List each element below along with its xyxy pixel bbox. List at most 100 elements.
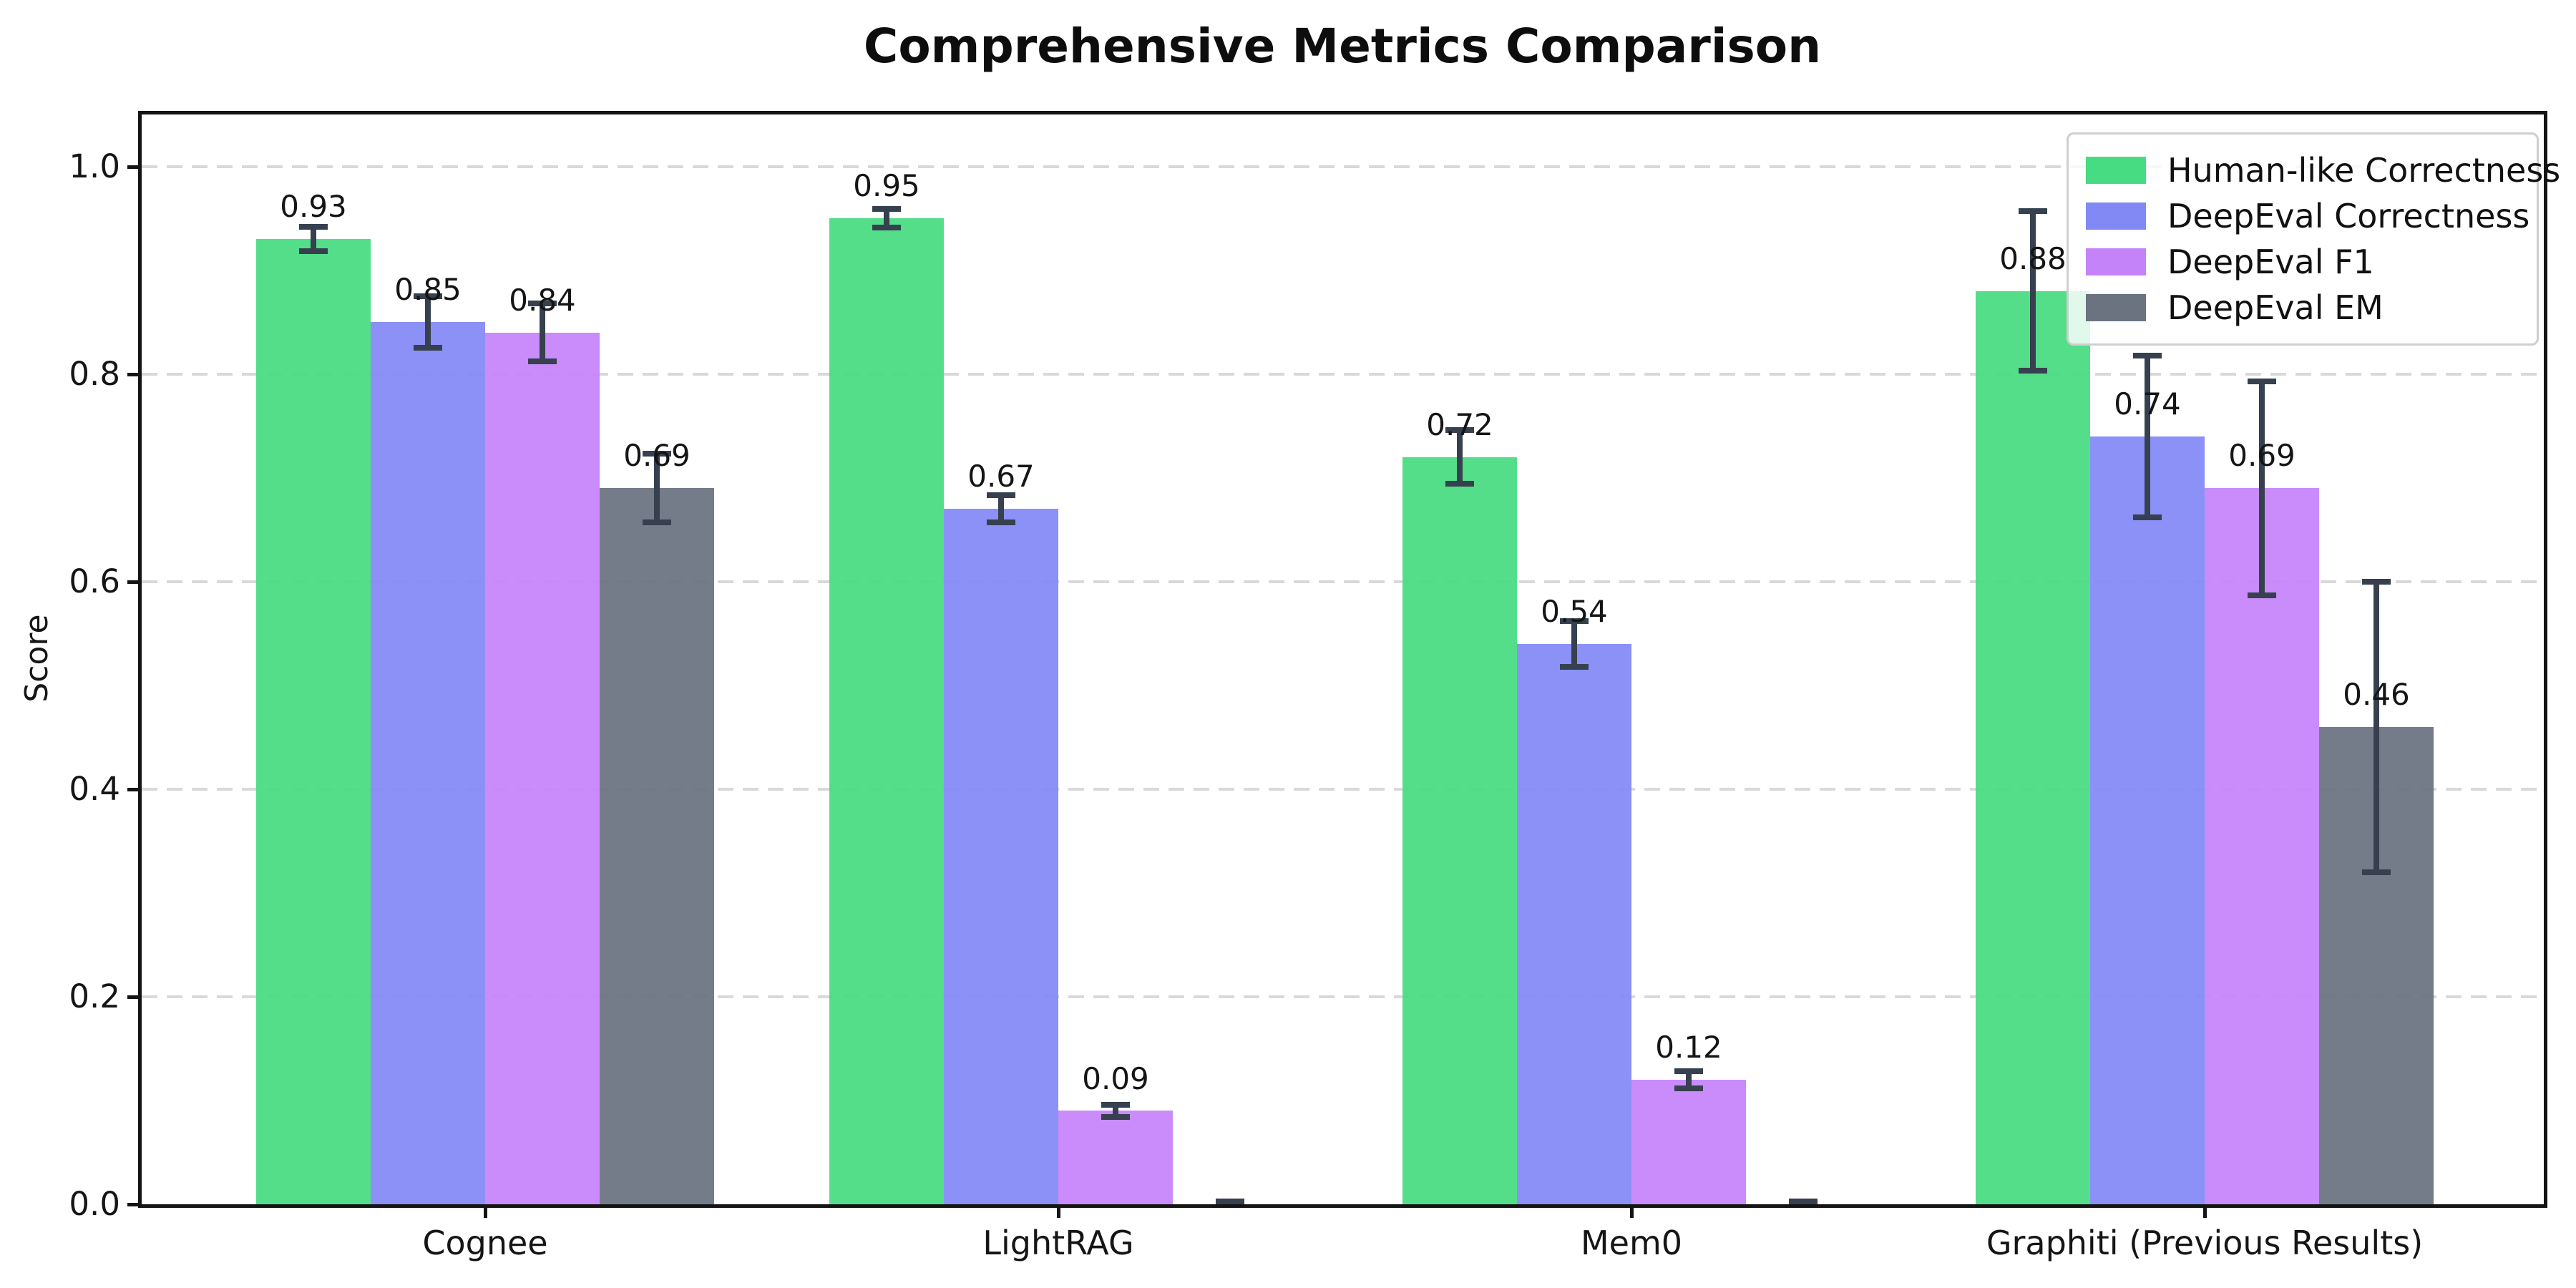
legend-label-deepeval-em: DeepEval EM (2167, 288, 2384, 327)
error-bar-human-like-correctness-cognee-cap-top (299, 223, 328, 230)
legend-swatch-deepeval-em (2086, 294, 2146, 321)
y-tick-1.0 (127, 165, 139, 169)
value-label-deepeval-em-graphiti-previous-results: 0.46 (2343, 676, 2410, 712)
bar-deepeval-f1-graphiti-previous-results (2205, 488, 2319, 1204)
error-bar-human-like-correctness-graphiti-previous-results-cap-top (2019, 208, 2047, 214)
y-tick-label-1.0: 1.0 (69, 147, 120, 185)
value-label-deepeval-em-cognee: 0.69 (623, 438, 691, 474)
error-bar-deepeval-f1-graphiti-previous-results-cap-top (2248, 378, 2276, 384)
legend-swatch-deepeval-f1 (2086, 248, 2146, 275)
error-bar-deepeval-correctness-mem0-cap-bottom (1560, 663, 1589, 670)
legend-item-deepeval-em: DeepEval EM (2086, 285, 2519, 331)
y-tick-label-0.0: 0.0 (69, 1185, 120, 1223)
value-label-deepeval-correctness-lightrag: 0.67 (967, 459, 1035, 494)
error-bar-deepeval-correctness-lightrag-cap-top (987, 492, 1015, 499)
error-bar-human-like-correctness-mem0 (1457, 429, 1463, 484)
x-tick-lightrag (1057, 1206, 1060, 1218)
x-tick-label-graphiti-previous-results: Graphiti (Previous Results) (1986, 1224, 2424, 1262)
error-bar-deepeval-correctness-mem0-cap-top (1560, 618, 1589, 624)
error-bar-deepeval-em-cognee (654, 454, 660, 523)
y-tick-label-0.8: 0.8 (69, 354, 120, 393)
error-bar-human-like-correctness-lightrag-cap-top (872, 205, 901, 212)
error-bar-deepeval-em-graphiti-previous-results-cap-bottom (2362, 869, 2391, 875)
y-tick-label-0.2: 0.2 (69, 977, 120, 1015)
x-tick-label-cognee: Cognee (422, 1224, 548, 1262)
error-bar-deepeval-f1-graphiti-previous-results (2259, 381, 2265, 595)
error-bar-deepeval-correctness-cognee (425, 296, 431, 348)
y-tick-0.4 (127, 787, 139, 791)
legend-label-deepeval-f1: DeepEval F1 (2167, 243, 2374, 281)
x-tick-label-lightrag: LightRAG (982, 1224, 1134, 1262)
x-tick-label-mem0: Mem0 (1580, 1224, 1683, 1262)
legend-label-deepeval-correctness: DeepEval Correctness (2167, 197, 2530, 235)
y-tick-0.6 (127, 580, 139, 584)
error-bar-deepeval-correctness-cognee-cap-bottom (414, 345, 442, 351)
bar-deepeval-f1-lightrag (1058, 1111, 1173, 1204)
x-tick-cognee (484, 1206, 487, 1218)
error-bar-deepeval-correctness-graphiti-previous-results-cap-bottom (2133, 514, 2162, 520)
error-bar-deepeval-f1-lightrag (1113, 1104, 1118, 1118)
error-bar-human-like-correctness-lightrag (884, 208, 889, 228)
gridline-y-0.4 (142, 787, 2544, 791)
value-label-deepeval-f1-graphiti-previous-results: 0.69 (2228, 438, 2296, 474)
value-label-deepeval-f1-cognee: 0.84 (509, 282, 576, 318)
plot-area: 0.93 0.95 0.72 0.88 0.85 0.67 0.54 0.74 0.84 0.09… (142, 114, 2544, 1204)
error-bar-human-like-correctness-graphiti-previous-results (2030, 210, 2036, 371)
legend: Human-like Correctness DeepEval Correctne… (2067, 132, 2560, 346)
gridline-y-0.2 (142, 995, 2544, 998)
error-bar-deepeval-f1-lightrag-cap-top (1101, 1101, 1130, 1108)
bar-deepeval-f1-mem0 (1631, 1079, 1746, 1204)
error-bar-deepeval-f1-cognee (540, 303, 545, 362)
error-bar-deepeval-correctness-graphiti-previous-results-cap-top (2133, 352, 2162, 358)
error-bar-deepeval-em-mem0-cap-bottom (1789, 1201, 1818, 1204)
gridline-y-0.6 (142, 580, 2544, 583)
legend-item-human-like-correctness: Human-like Correctness (2086, 147, 2560, 193)
x-tick-graphiti-previous-results (2203, 1206, 2207, 1218)
gridline-y-1.0 (142, 165, 2544, 168)
error-bar-human-like-correctness-lightrag-cap-bottom (872, 225, 901, 231)
bar-human-like-correctness-mem0 (1402, 457, 1517, 1204)
bar-deepeval-correctness-graphiti-previous-results (2090, 436, 2205, 1204)
x-tick-mem0 (1630, 1206, 1634, 1218)
bar-human-like-correctness-cognee (256, 239, 371, 1204)
y-tick-0.8 (127, 372, 139, 376)
bar-deepeval-correctness-mem0 (1517, 643, 1631, 1204)
legend-label-human-like-correctness: Human-like Correctness (2167, 151, 2561, 190)
error-bar-deepeval-f1-mem0-cap-bottom (1674, 1085, 1703, 1091)
error-bar-deepeval-f1-mem0 (1686, 1071, 1692, 1088)
legend-swatch-deepeval-correctness (2086, 203, 2146, 230)
error-bar-human-like-correctness-mem0-cap-top (1445, 426, 1474, 433)
error-bar-human-like-correctness-graphiti-previous-results-cap-bottom (2019, 368, 2047, 374)
bar-human-like-correctness-lightrag (829, 218, 944, 1204)
bar-human-like-correctness-graphiti-previous-results (1976, 291, 2090, 1204)
y-tick-label-0.6: 0.6 (69, 562, 120, 600)
error-bar-human-like-correctness-cognee (311, 226, 316, 252)
bar-deepeval-correctness-cognee (371, 322, 485, 1204)
y-tick-0.2 (127, 995, 139, 999)
value-label-deepeval-correctness-cognee: 0.85 (394, 272, 462, 308)
error-bar-deepeval-correctness-lightrag (998, 495, 1004, 523)
error-bar-deepeval-em-graphiti-previous-results-cap-top (2362, 578, 2391, 585)
error-bar-deepeval-f1-cognee-cap-top (528, 300, 557, 306)
error-bar-deepeval-correctness-cognee-cap-top (414, 293, 442, 299)
value-label-human-like-correctness-cognee: 0.93 (280, 189, 347, 225)
value-label-human-like-correctness-mem0: 0.72 (1426, 406, 1493, 442)
error-bar-deepeval-correctness-graphiti-previous-results (2145, 355, 2150, 517)
error-bar-deepeval-em-lightrag-cap-top (1216, 1198, 1244, 1204)
error-bar-deepeval-em-cognee-cap-bottom (643, 519, 671, 526)
chart-title: Comprehensive Metrics Comparison (863, 19, 1822, 74)
y-tick-0.0 (127, 1203, 139, 1206)
error-bar-deepeval-correctness-mem0 (1571, 620, 1577, 667)
bar-deepeval-em-cognee (600, 488, 714, 1204)
error-bar-deepeval-f1-mem0-cap-top (1674, 1068, 1703, 1075)
gridline-y-0.8 (142, 372, 2544, 376)
value-label-deepeval-f1-mem0: 0.12 (1655, 1030, 1722, 1065)
error-bar-human-like-correctness-mem0-cap-bottom (1445, 481, 1474, 487)
legend-item-deepeval-correctness: DeepEval Correctness (2086, 193, 2529, 239)
error-bar-deepeval-em-graphiti-previous-results (2373, 581, 2379, 872)
legend-swatch-human-like-correctness (2086, 157, 2146, 184)
error-bar-deepeval-em-lightrag-cap-bottom (1216, 1201, 1244, 1204)
bar-deepeval-correctness-lightrag (944, 509, 1058, 1204)
error-bar-deepeval-f1-graphiti-previous-results-cap-bottom (2248, 592, 2276, 598)
